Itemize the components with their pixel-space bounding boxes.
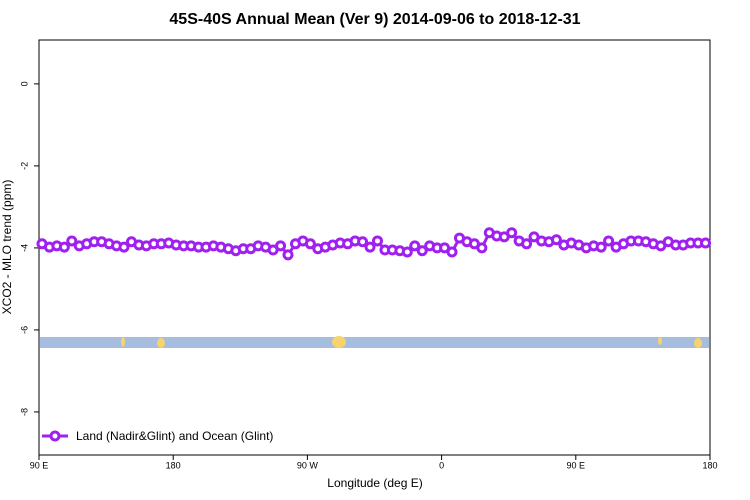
- y-tick-label: -8: [19, 408, 29, 416]
- data-point: [371, 235, 383, 247]
- legend-marker: [49, 430, 61, 442]
- data-point: [476, 242, 488, 254]
- x-tick-label: 180: [166, 460, 181, 470]
- x-tick-label: 90 E: [567, 460, 586, 470]
- data-point: [595, 241, 607, 253]
- y-tick-label: -6: [19, 326, 29, 334]
- data-point: [58, 241, 70, 253]
- data-point: [416, 245, 428, 257]
- data-point: [401, 246, 413, 258]
- y-tick-label: -4: [19, 244, 29, 252]
- data-point: [357, 236, 369, 248]
- data-point: [700, 237, 712, 249]
- y-tick-label: 0: [19, 81, 29, 86]
- x-tick-label: 0: [439, 460, 444, 470]
- data-point: [409, 240, 421, 252]
- data-point: [364, 241, 376, 253]
- data-point: [550, 234, 562, 246]
- data-point: [446, 246, 458, 258]
- y-axis-label: XCO2 - MLO trend (ppm): [0, 180, 14, 315]
- x-tick-label: 180: [702, 460, 717, 470]
- data-point: [118, 241, 130, 253]
- chart-title: 45S-40S Annual Mean (Ver 9) 2014-09-06 t…: [169, 11, 580, 28]
- legend: Land (Nadir&Glint) and Ocean (Glint): [42, 429, 273, 443]
- data-point: [304, 238, 316, 250]
- data-point: [603, 235, 615, 247]
- legend-label: Land (Nadir&Glint) and Ocean (Glint): [76, 429, 273, 443]
- x-tick-label: 90 W: [297, 460, 319, 470]
- data-point: [66, 235, 78, 247]
- data-point: [282, 249, 294, 261]
- surface-strip: [40, 336, 709, 348]
- x-tick-label: 90 E: [30, 460, 49, 470]
- data-point: [521, 238, 533, 250]
- x-axis-label: Longitude (deg E): [327, 476, 422, 490]
- y-tick-label: -2: [19, 162, 29, 170]
- data-point: [275, 240, 287, 252]
- data-point: [506, 227, 518, 239]
